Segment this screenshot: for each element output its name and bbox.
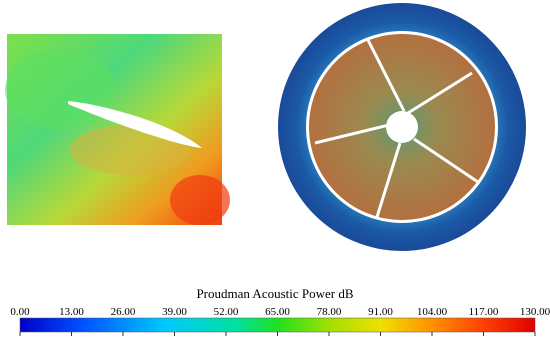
colorbar-tick-label: 78.00	[317, 306, 342, 318]
colorbar-tick-label: 26.00	[111, 306, 136, 318]
colorbar-tick-label: 39.00	[162, 306, 187, 318]
colorbar-tick-label: 130.00	[520, 306, 550, 318]
colorbar-tick-label: 104.00	[417, 306, 448, 318]
colorbar-tick-label: 117.00	[469, 306, 499, 318]
rotor-contour	[278, 3, 526, 251]
colorbar-title: Proudman Acoustic Power dB	[196, 286, 353, 301]
colorbar-tick-label: 0.00	[10, 306, 30, 318]
airfoil-contour	[5, 34, 230, 225]
colorbar-tick-label: 65.00	[265, 306, 290, 318]
colorbar-tick-label: 13.00	[59, 306, 84, 318]
colorbar-scale	[19, 317, 536, 333]
colorbar-tick-label: 91.00	[368, 306, 393, 318]
colorbar-tick-label: 52.00	[214, 306, 239, 318]
colorbar: Proudman Acoustic Power dB 0.00 13.00 26.0…	[10, 286, 550, 336]
